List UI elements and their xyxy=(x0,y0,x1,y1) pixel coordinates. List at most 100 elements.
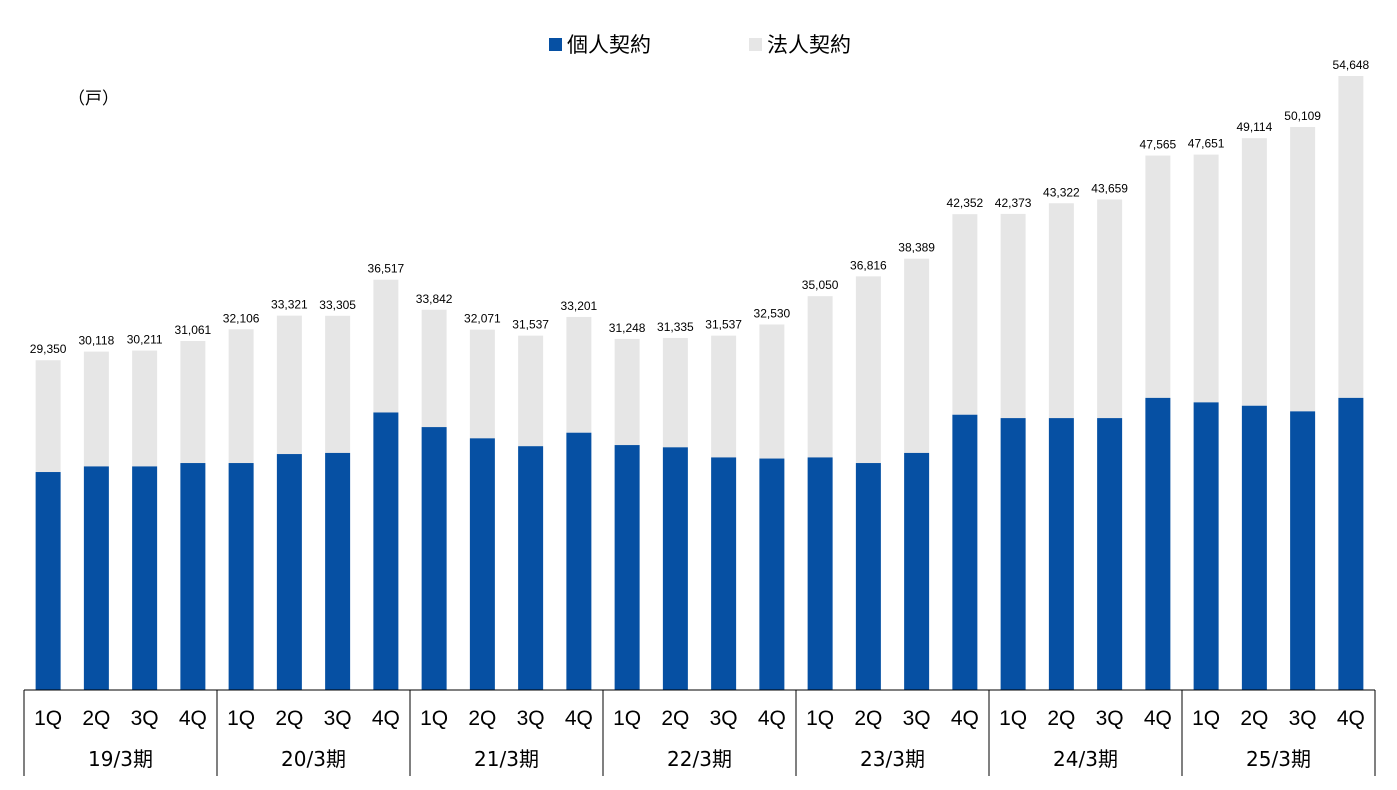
bar-individual-28 xyxy=(1338,397,1364,690)
unit-label: （戸） xyxy=(68,89,119,109)
bar-individual-13 xyxy=(614,445,640,690)
bar-corporate-25 xyxy=(1193,154,1219,403)
bar-individual-23 xyxy=(1097,418,1123,690)
bar-corporate-6 xyxy=(276,315,302,455)
bar-individual-6 xyxy=(276,454,302,690)
bar-individual-25 xyxy=(1193,402,1219,690)
quarter-label-26: 2Q xyxy=(1240,707,1268,730)
bar-individual-19 xyxy=(904,452,930,690)
fiscal-year-label-6: 24/3期 xyxy=(1053,747,1118,771)
legend: 個人契約 法人契約 xyxy=(549,33,851,57)
fiscal-year-label-1: 19/3期 xyxy=(88,747,153,771)
fiscal-year-label-2: 20/3期 xyxy=(281,747,346,771)
total-label-17: 35,050 xyxy=(802,278,839,292)
quarter-label-15: 3Q xyxy=(710,707,738,730)
bar-individual-10 xyxy=(469,438,495,690)
legend-swatch-individual xyxy=(549,38,562,51)
bars-group: 29,350 30,118 30,211 31,061 32,106 33,321 33,3… xyxy=(30,58,1370,690)
bar-individual-9 xyxy=(421,427,447,690)
bar-corporate-1 xyxy=(35,360,61,473)
quarter-label-11: 3Q xyxy=(517,707,545,730)
total-label-28: 54,648 xyxy=(1333,58,1370,72)
quarter-label-17: 1Q xyxy=(806,707,834,730)
total-label-1: 29,350 xyxy=(30,342,67,356)
total-label-7: 33,305 xyxy=(319,298,356,312)
total-label-27: 50,109 xyxy=(1284,109,1321,123)
quarter-label-1: 1Q xyxy=(34,707,62,730)
bar-corporate-18 xyxy=(855,276,881,464)
bar-individual-18 xyxy=(855,463,881,690)
bar-corporate-19 xyxy=(904,258,930,453)
bar-individual-11 xyxy=(518,446,544,690)
bar-corporate-26 xyxy=(1241,138,1267,406)
quarter-label-2: 2Q xyxy=(82,707,110,730)
bar-individual-24 xyxy=(1145,397,1171,690)
total-label-11: 31,537 xyxy=(512,318,549,332)
bar-corporate-27 xyxy=(1290,126,1316,412)
bar-individual-2 xyxy=(83,466,109,690)
quarter-label-5: 1Q xyxy=(227,707,255,730)
total-label-3: 30,211 xyxy=(127,333,163,347)
bar-corporate-17 xyxy=(807,296,833,458)
legend-swatch-corporate xyxy=(749,38,762,51)
quarter-label-23: 3Q xyxy=(1096,707,1124,730)
total-label-2: 30,118 xyxy=(78,334,114,348)
quarter-label-9: 1Q xyxy=(420,707,448,730)
total-label-5: 32,106 xyxy=(223,311,260,325)
bar-corporate-15 xyxy=(711,335,737,458)
total-label-13: 31,248 xyxy=(609,321,646,335)
bar-corporate-12 xyxy=(566,316,592,433)
quarter-label-8: 4Q xyxy=(372,707,400,730)
quarter-label-10: 2Q xyxy=(468,707,496,730)
bar-corporate-5 xyxy=(228,329,254,464)
legend-label-individual: 個人契約 xyxy=(567,33,651,57)
bar-corporate-24 xyxy=(1145,155,1171,398)
bar-corporate-9 xyxy=(421,309,447,428)
bar-corporate-3 xyxy=(132,350,158,467)
quarter-label-28: 4Q xyxy=(1337,707,1365,730)
bar-corporate-2 xyxy=(83,351,109,467)
bar-individual-4 xyxy=(180,463,206,690)
bar-individual-22 xyxy=(1048,418,1074,690)
bar-corporate-16 xyxy=(759,324,785,459)
total-label-15: 31,537 xyxy=(705,318,742,332)
total-label-25: 47,651 xyxy=(1188,137,1225,151)
legend-label-corporate: 法人契約 xyxy=(767,33,851,57)
bar-individual-8 xyxy=(373,412,399,690)
total-label-22: 43,322 xyxy=(1043,185,1080,199)
bar-corporate-28 xyxy=(1338,76,1364,398)
bar-individual-20 xyxy=(952,414,978,690)
bar-corporate-8 xyxy=(373,279,399,413)
bar-individual-1 xyxy=(35,472,61,690)
quarter-label-25: 1Q xyxy=(1192,707,1220,730)
quarter-label-19: 3Q xyxy=(903,707,931,730)
total-label-26: 49,114 xyxy=(1236,120,1272,134)
bar-individual-14 xyxy=(662,447,688,690)
total-label-6: 33,321 xyxy=(271,298,308,312)
total-label-14: 31,335 xyxy=(657,320,694,334)
bar-corporate-7 xyxy=(325,315,351,453)
total-label-12: 33,201 xyxy=(561,299,598,313)
quarter-label-20: 4Q xyxy=(951,707,979,730)
total-label-10: 32,071 xyxy=(464,312,501,326)
quarter-label-22: 2Q xyxy=(1047,707,1075,730)
bar-corporate-11 xyxy=(518,335,544,447)
bar-individual-12 xyxy=(566,432,592,690)
bar-corporate-22 xyxy=(1048,203,1074,419)
quarter-label-16: 4Q xyxy=(758,707,786,730)
bar-individual-21 xyxy=(1000,418,1026,690)
quarter-label-27: 3Q xyxy=(1289,707,1317,730)
total-label-9: 33,842 xyxy=(416,292,453,306)
quarter-label-7: 3Q xyxy=(324,707,352,730)
bar-individual-5 xyxy=(228,463,254,690)
quarter-label-18: 2Q xyxy=(854,707,882,730)
bar-corporate-10 xyxy=(469,329,495,439)
bar-corporate-4 xyxy=(180,341,206,464)
bar-individual-15 xyxy=(711,457,737,690)
quarter-label-12: 4Q xyxy=(565,707,593,730)
quarter-label-6: 2Q xyxy=(275,707,303,730)
fiscal-year-label-3: 21/3期 xyxy=(474,747,539,771)
quarter-label-4: 4Q xyxy=(179,707,207,730)
total-label-16: 32,530 xyxy=(754,307,791,321)
total-label-4: 31,061 xyxy=(175,323,212,337)
